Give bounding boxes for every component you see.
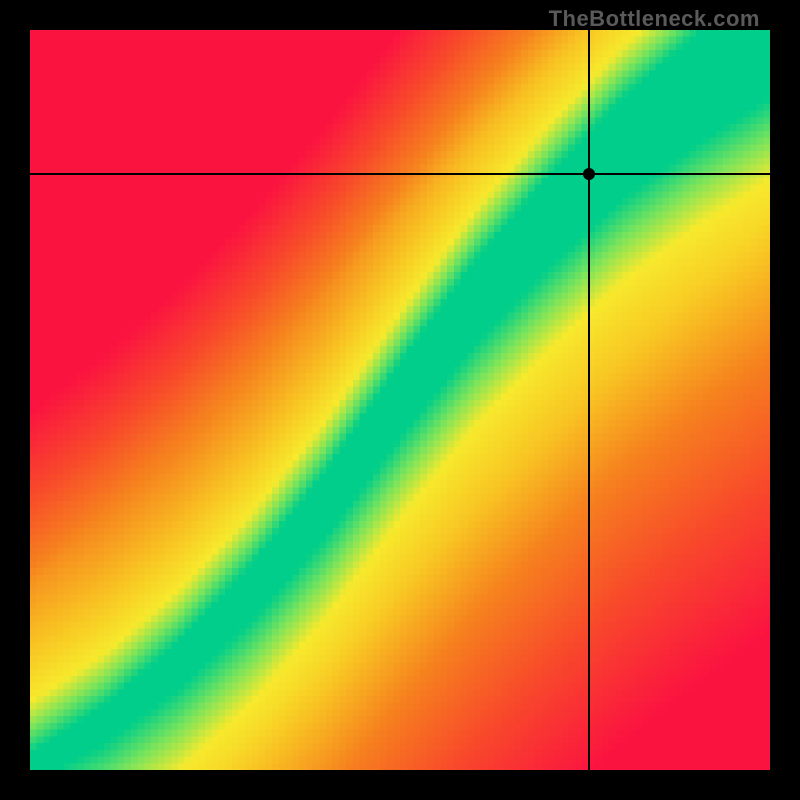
heatmap-canvas <box>30 30 770 770</box>
heatmap-plot <box>30 30 770 770</box>
watermark-text: TheBottleneck.com <box>549 6 760 32</box>
heatmap-canvas-wrap <box>30 30 770 770</box>
